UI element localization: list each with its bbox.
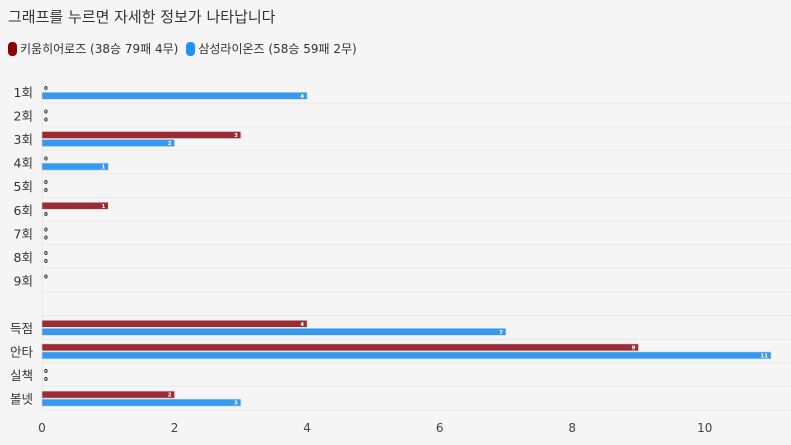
category-label: 9회 xyxy=(14,274,33,289)
legend-label: 삼성라이온즈 (58승 59패 2무) xyxy=(198,42,357,56)
data-label: 0 xyxy=(44,188,48,194)
legend-swatch xyxy=(8,41,17,56)
bar[interactable] xyxy=(41,351,772,360)
category-label: 3회 xyxy=(14,132,33,147)
data-label: 3 xyxy=(234,133,238,139)
category-label: 4회 xyxy=(14,156,33,171)
data-label: 0 xyxy=(44,157,48,163)
bar[interactable] xyxy=(41,202,109,210)
category-label: 7회 xyxy=(14,226,33,241)
category-label: 8회 xyxy=(14,250,33,265)
bar[interactable] xyxy=(41,390,175,399)
bar[interactable] xyxy=(41,343,639,352)
category-label: 안타 xyxy=(10,344,34,359)
data-label: 0 xyxy=(44,180,48,186)
x-tick-label: 4 xyxy=(303,421,311,435)
data-label: 7 xyxy=(499,330,503,336)
legend-swatch xyxy=(186,41,196,56)
data-label: 0 xyxy=(44,86,48,92)
category-label: 득점 xyxy=(10,321,33,336)
bar[interactable] xyxy=(41,327,507,336)
legend: 키움히어로즈 (38승 79패 4무) 삼성라이온즈 (58승 59패 2무) xyxy=(8,40,357,57)
data-label: 0 xyxy=(44,212,48,218)
data-label: 0 xyxy=(44,275,48,281)
legend-item-samsung[interactable]: 삼성라이온즈 (58승 59패 2무) xyxy=(186,40,357,57)
x-tick-label: 10 xyxy=(697,421,712,435)
chart-title: 그래프를 누르면 자세한 정보가 나타납니다 xyxy=(8,8,276,26)
data-label: 0 xyxy=(44,369,48,375)
bar[interactable] xyxy=(41,319,308,328)
legend-label: 키움히어로즈 (38승 79패 4무) xyxy=(20,42,179,56)
x-tick-label: 2 xyxy=(171,421,179,435)
data-label: 1 xyxy=(101,165,105,171)
data-label: 0 xyxy=(44,251,48,257)
x-tick-label: 0 xyxy=(38,421,46,435)
bar[interactable] xyxy=(41,131,242,139)
category-label: 6회 xyxy=(14,203,33,218)
data-label: 1 xyxy=(101,204,105,210)
category-label: 실책 xyxy=(10,368,33,383)
legend-item-kiwoom[interactable]: 키움히어로즈 (38승 79패 4무) xyxy=(8,40,178,57)
data-label: 0 xyxy=(44,117,48,123)
bar[interactable] xyxy=(41,139,175,147)
data-label: 4 xyxy=(300,322,304,328)
x-tick-label: 8 xyxy=(568,421,576,435)
data-label: 0 xyxy=(44,227,48,233)
data-label: 4 xyxy=(300,94,304,100)
data-label: 2 xyxy=(168,141,172,147)
category-label: 5회 xyxy=(14,179,33,194)
data-label: 0 xyxy=(44,377,48,383)
data-label: 0 xyxy=(44,259,48,265)
x-tick-label: 6 xyxy=(436,421,444,435)
data-label: 11 xyxy=(760,353,768,359)
category-label: 볼넷 xyxy=(10,392,33,407)
bar[interactable] xyxy=(41,162,109,171)
data-label: 9 xyxy=(632,345,636,351)
bar[interactable] xyxy=(41,92,308,100)
data-label: 3 xyxy=(234,401,238,407)
data-label: 0 xyxy=(44,235,48,241)
category-label: 2회 xyxy=(14,108,33,123)
data-label: 2 xyxy=(168,393,172,399)
category-label: 1회 xyxy=(14,85,33,100)
data-label: 0 xyxy=(44,109,48,115)
bar[interactable] xyxy=(41,398,242,407)
